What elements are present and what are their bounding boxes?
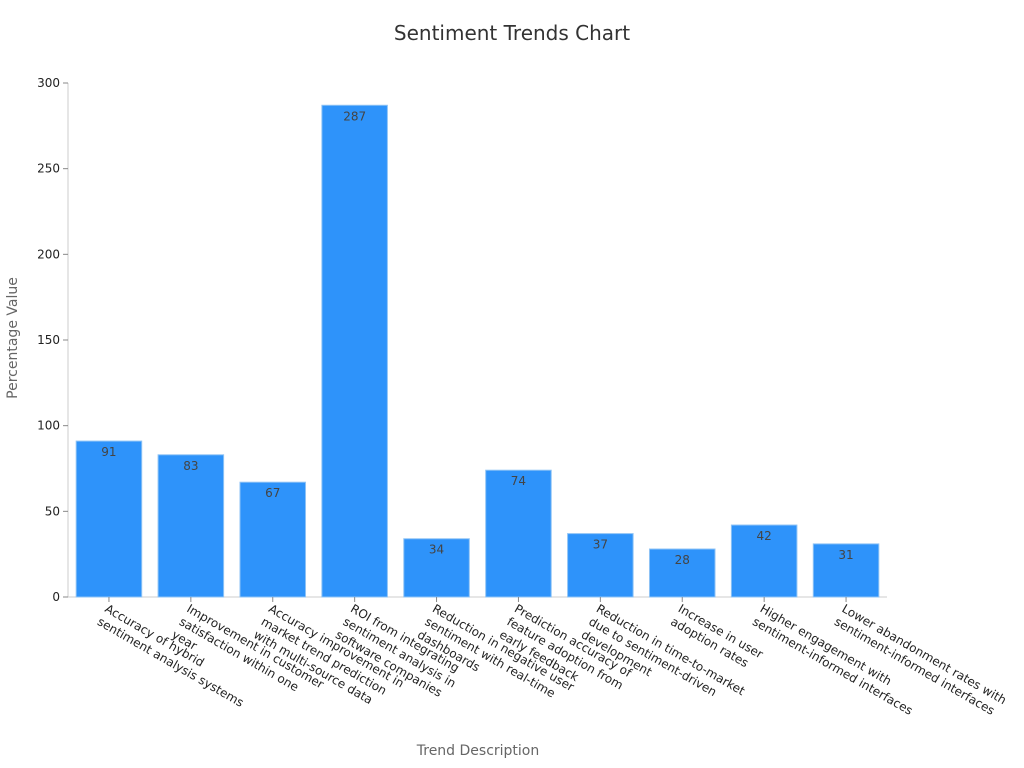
bar xyxy=(321,104,388,598)
bar xyxy=(239,481,307,598)
bar-value-label: 91 xyxy=(101,445,116,459)
y-tick-label: 0 xyxy=(52,590,60,604)
y-tick-label: 250 xyxy=(37,162,60,176)
x-axis-labels: Accuracy of hybridsentiment analysis sys… xyxy=(95,597,1009,718)
y-tick-label: 300 xyxy=(37,76,60,90)
bar-value-label: 37 xyxy=(593,538,608,552)
y-tick-label: 200 xyxy=(37,247,60,261)
bar-value-label: 28 xyxy=(675,553,690,567)
y-axis-ticks: 0 50 100 150 200 250 300 xyxy=(37,76,68,604)
bar-value-label: 74 xyxy=(511,474,526,488)
y-axis-title: Percentage Value xyxy=(5,277,21,399)
bar-series: 91 83 67 287 34 74 37 28 42 31 xyxy=(75,104,880,598)
bar-value-label: 83 xyxy=(183,459,198,473)
bar xyxy=(812,543,880,598)
bar xyxy=(157,454,225,598)
y-tick-label: 100 xyxy=(37,419,60,433)
bar xyxy=(485,469,552,598)
bar-value-label: 31 xyxy=(838,548,853,562)
bar-value-label: 287 xyxy=(343,109,366,123)
x-axis-title: Trend Description xyxy=(416,743,540,759)
chart-title: Sentiment Trends Chart xyxy=(394,21,630,45)
y-tick-label: 50 xyxy=(45,504,60,518)
bar-value-label: 42 xyxy=(757,529,772,543)
bar-value-label: 34 xyxy=(429,543,444,557)
bar-value-label: 67 xyxy=(265,486,280,500)
bar xyxy=(75,440,143,598)
y-tick-label: 150 xyxy=(37,333,60,347)
